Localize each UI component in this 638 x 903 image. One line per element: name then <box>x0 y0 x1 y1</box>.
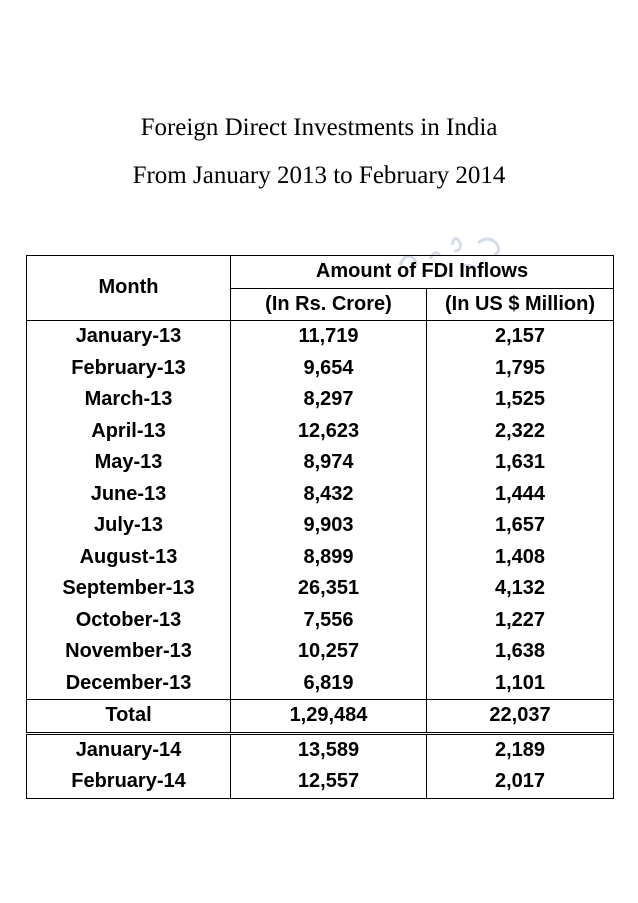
cell-month: November-13 <box>26 636 231 668</box>
fdi-table: Month Amount of FDI Inflows (In Rs. Cror… <box>26 255 614 799</box>
cell-inr: 8,974 <box>230 447 427 479</box>
cell-month: May-13 <box>26 447 231 479</box>
cell-usd: 1,631 <box>426 447 614 479</box>
table-row: September-13 26,351 4,132 <box>26 573 614 605</box>
cell-inr: 10,257 <box>230 636 427 668</box>
table-row: November-13 10,257 1,638 <box>26 636 614 668</box>
cell-usd: 1,638 <box>426 636 614 668</box>
table-row: August-13 8,899 1,408 <box>26 541 614 573</box>
table-row: December-13 6,819 1,101 <box>26 667 614 700</box>
title-line-2: From January 2013 to February 2014 <box>132 162 506 189</box>
header-inr: (In Rs. Crore) <box>230 287 427 321</box>
cell-inr: 13,589 <box>230 733 427 766</box>
cell-usd: 2,322 <box>426 415 614 447</box>
cell-usd: 2,157 <box>426 320 614 353</box>
cell-month: June-13 <box>26 478 231 510</box>
cell-usd: 1,795 <box>426 352 614 384</box>
table-row: January-13 11,719 2,157 <box>26 320 614 353</box>
cell-inr: 12,557 <box>230 766 427 799</box>
table-row: July-13 9,903 1,657 <box>26 510 614 542</box>
total-label: Total <box>26 699 231 735</box>
cell-month: July-13 <box>26 510 231 542</box>
cell-month: September-13 <box>26 573 231 605</box>
cell-month: August-13 <box>26 541 231 573</box>
cell-usd: 1,657 <box>426 510 614 542</box>
cell-month: October-13 <box>26 604 231 636</box>
cell-inr: 12,623 <box>230 415 427 447</box>
cell-inr: 11,719 <box>230 320 427 353</box>
table-row: June-13 8,432 1,444 <box>26 478 614 510</box>
cell-usd: 1,408 <box>426 541 614 573</box>
header-usd: (In US $ Million) <box>426 287 614 321</box>
table-row: May-13 8,974 1,631 <box>26 447 614 479</box>
cell-usd: 1,525 <box>426 384 614 416</box>
cell-month: January-14 <box>26 733 231 766</box>
cell-usd: 1,444 <box>426 478 614 510</box>
cell-month: February-13 <box>26 352 231 384</box>
cell-inr: 8,899 <box>230 541 427 573</box>
header-month: Month <box>26 255 231 321</box>
cell-month: March-13 <box>26 384 231 416</box>
table-row: January-14 13,589 2,189 <box>26 733 614 766</box>
cell-usd: 1,101 <box>426 667 614 700</box>
cell-month: December-13 <box>26 667 231 700</box>
cell-inr: 8,432 <box>230 478 427 510</box>
table-row: April-13 12,623 2,322 <box>26 415 614 447</box>
cell-inr: 6,819 <box>230 667 427 700</box>
table-row: February-13 9,654 1,795 <box>26 352 614 384</box>
cell-month: April-13 <box>26 415 231 447</box>
cell-inr: 9,903 <box>230 510 427 542</box>
title-line-1: Foreign Direct Investments in India <box>140 114 498 141</box>
cell-inr: 26,351 <box>230 573 427 605</box>
cell-inr: 9,654 <box>230 352 427 384</box>
header-amount: Amount of FDI Inflows <box>230 255 614 288</box>
table-row: October-13 7,556 1,227 <box>26 604 614 636</box>
cell-usd: 2,189 <box>426 733 614 766</box>
cell-usd: 2,017 <box>426 766 614 799</box>
table-row: March-13 8,297 1,525 <box>26 384 614 416</box>
total-inr: 1,29,484 <box>230 699 427 735</box>
cell-month: January-13 <box>26 320 231 353</box>
cell-inr: 8,297 <box>230 384 427 416</box>
cell-usd: 4,132 <box>426 573 614 605</box>
cell-inr: 7,556 <box>230 604 427 636</box>
table-row: February-14 12,557 2,017 <box>26 766 614 799</box>
total-row: Total 1,29,484 22,037 <box>26 699 614 735</box>
page-title: Foreign Direct Investments in India From… <box>0 104 638 200</box>
cell-month: February-14 <box>26 766 231 799</box>
total-usd: 22,037 <box>426 699 614 735</box>
cell-usd: 1,227 <box>426 604 614 636</box>
